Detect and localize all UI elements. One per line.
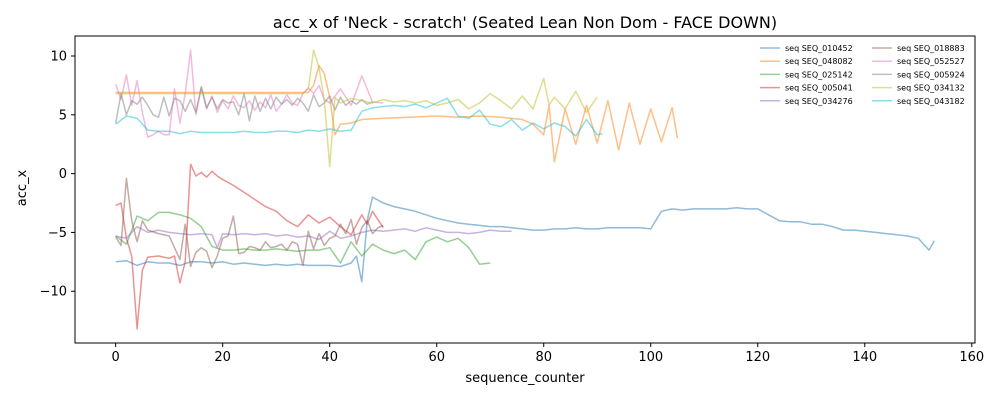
y-tick-label: 5 (59, 108, 67, 123)
y-tick-label: 10 (50, 49, 67, 64)
legend-label: seq SEQ_052527 (897, 57, 965, 66)
y-axis-ticks: −10 −5 0 5 10 (40, 49, 75, 300)
series-line-seq-seq-052527 (114, 49, 384, 138)
series-lines (114, 49, 935, 330)
x-tick-label: 140 (852, 350, 877, 365)
series-line-seq-seq-025142 (115, 211, 491, 265)
y-tick-label: −10 (40, 285, 67, 300)
series-line-seq-seq-043182 (115, 97, 603, 137)
series-line-seq-seq-034132 (115, 49, 598, 168)
x-tick-label: 80 (535, 350, 552, 365)
legend-label: seq SEQ_034132 (897, 84, 965, 93)
plot-frame (74, 35, 976, 344)
legend-label: seq SEQ_034276 (785, 97, 853, 106)
x-tick-label: 0 (112, 350, 120, 365)
x-tick-label: 40 (321, 350, 338, 365)
y-axis-label: acc_x (15, 169, 30, 206)
y-tick-label: −5 (48, 226, 67, 241)
legend-label: seq SEQ_043182 (897, 97, 965, 106)
legend-label: seq SEQ_005924 (897, 70, 965, 79)
x-axis-label: sequence_counter (465, 371, 585, 386)
x-tick-label: 120 (745, 350, 770, 365)
series-line-seq-seq-018883 (115, 177, 384, 269)
chart-title: acc_x of 'Neck - scratch' (Seated Lean N… (273, 13, 777, 33)
x-tick-label: 100 (638, 350, 663, 365)
y-tick-label: 0 (59, 167, 67, 182)
series-line-seq-seq-010452 (115, 196, 935, 283)
x-axis-ticks: 0 20 40 60 80 100 120 140 160 (112, 343, 984, 365)
x-tick-label: 20 (214, 350, 231, 365)
legend-label: seq SEQ_025142 (785, 70, 853, 79)
legend-label: seq SEQ_048082 (785, 57, 853, 66)
series-line-seq-seq-048082 (115, 64, 679, 163)
legend-label: seq SEQ_018883 (897, 44, 965, 53)
series-line-seq-seq-005041 (115, 163, 384, 330)
legend-label: seq SEQ_010452 (785, 44, 853, 53)
x-tick-label: 60 (428, 350, 445, 365)
legend-label: seq SEQ_005041 (785, 84, 853, 93)
x-tick-label: 160 (959, 350, 984, 365)
